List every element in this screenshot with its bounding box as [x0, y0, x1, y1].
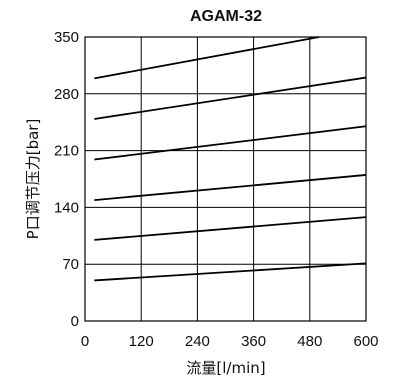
series-line-5: [94, 76, 367, 120]
y-tick-label: 70: [62, 256, 79, 273]
y-tick-label: 140: [54, 199, 79, 216]
series-line-4: [94, 125, 367, 161]
series-line-2: [94, 216, 367, 241]
x-tick-label: 120: [129, 333, 154, 350]
x-tick-label: 240: [185, 333, 210, 350]
y-tick-labels: 0 70 140 210 280 350: [54, 29, 79, 330]
series-line-6: [94, 36, 320, 80]
x-tick-label: 0: [81, 333, 89, 350]
y-tick-label: 0: [71, 313, 79, 330]
y-tick-label: 210: [54, 143, 79, 160]
x-tick-labels: 0 120 240 360 480 600: [81, 333, 379, 350]
series-line-3: [94, 174, 367, 201]
series-group: [94, 36, 367, 282]
x-tick-label: 360: [241, 333, 266, 350]
chart-title: AGAM-32: [190, 8, 262, 25]
y-axis-label: P口调节压力[bar]: [24, 119, 42, 240]
y-tick-label: 280: [54, 86, 79, 103]
series-line-1: [94, 262, 367, 282]
x-tick-label: 600: [353, 333, 378, 350]
plot-frame: [84, 36, 367, 322]
y-tick-label: 350: [54, 29, 79, 46]
x-axis-label: 流量[l/min]: [186, 359, 265, 377]
x-tick-label: 480: [297, 333, 322, 350]
